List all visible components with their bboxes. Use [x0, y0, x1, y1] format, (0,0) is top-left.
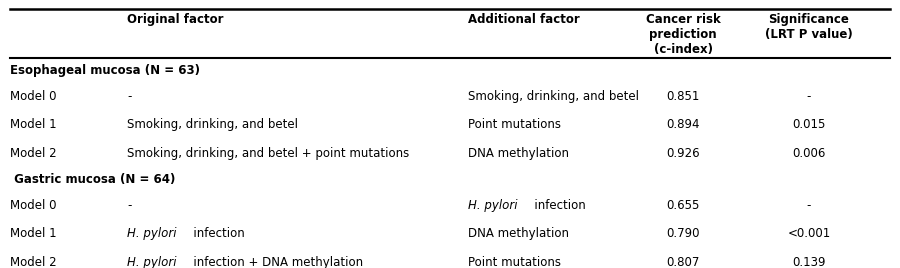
Text: Additional factor: Additional factor — [468, 13, 580, 25]
Text: 0.894: 0.894 — [667, 118, 700, 131]
Text: Cancer risk
prediction
(c-index): Cancer risk prediction (c-index) — [646, 13, 721, 55]
Text: 0.851: 0.851 — [667, 90, 700, 103]
Text: Esophageal mucosa (N = 63): Esophageal mucosa (N = 63) — [11, 64, 201, 77]
Text: 0.790: 0.790 — [667, 227, 700, 240]
Text: -: - — [806, 90, 811, 103]
Text: Point mutations: Point mutations — [468, 118, 561, 131]
Text: Gastric mucosa (N = 64): Gastric mucosa (N = 64) — [11, 173, 176, 186]
Text: H. pylori: H. pylori — [468, 199, 518, 212]
Text: DNA methylation: DNA methylation — [468, 147, 569, 160]
Text: 0.015: 0.015 — [792, 118, 825, 131]
Text: Model 0: Model 0 — [11, 199, 57, 212]
Text: -: - — [127, 199, 131, 212]
Text: infection: infection — [532, 199, 585, 212]
Text: infection: infection — [191, 227, 245, 240]
Text: Original factor: Original factor — [127, 13, 223, 25]
Text: H. pylori: H. pylori — [127, 256, 176, 268]
Text: Significance
(LRT P value): Significance (LRT P value) — [765, 13, 853, 40]
Text: Smoking, drinking, and betel: Smoking, drinking, and betel — [127, 118, 298, 131]
Text: Model 0: Model 0 — [11, 90, 57, 103]
Text: H. pylori: H. pylori — [127, 227, 176, 240]
Text: -: - — [806, 199, 811, 212]
Text: Model 2: Model 2 — [11, 147, 57, 160]
Text: Smoking, drinking, and betel: Smoking, drinking, and betel — [468, 90, 639, 103]
Text: 0.807: 0.807 — [667, 256, 700, 268]
Text: 0.655: 0.655 — [667, 199, 700, 212]
Text: Model 1: Model 1 — [11, 118, 57, 131]
Text: 0.006: 0.006 — [792, 147, 825, 160]
Text: Point mutations: Point mutations — [468, 256, 561, 268]
Text: infection + DNA methylation: infection + DNA methylation — [191, 256, 363, 268]
Text: 0.139: 0.139 — [792, 256, 825, 268]
Text: Model 2: Model 2 — [11, 256, 57, 268]
Text: DNA methylation: DNA methylation — [468, 227, 569, 240]
Text: Smoking, drinking, and betel + point mutations: Smoking, drinking, and betel + point mut… — [127, 147, 410, 160]
Text: Model 1: Model 1 — [11, 227, 57, 240]
Text: <0.001: <0.001 — [788, 227, 831, 240]
Text: 0.926: 0.926 — [667, 147, 700, 160]
Text: -: - — [127, 90, 131, 103]
